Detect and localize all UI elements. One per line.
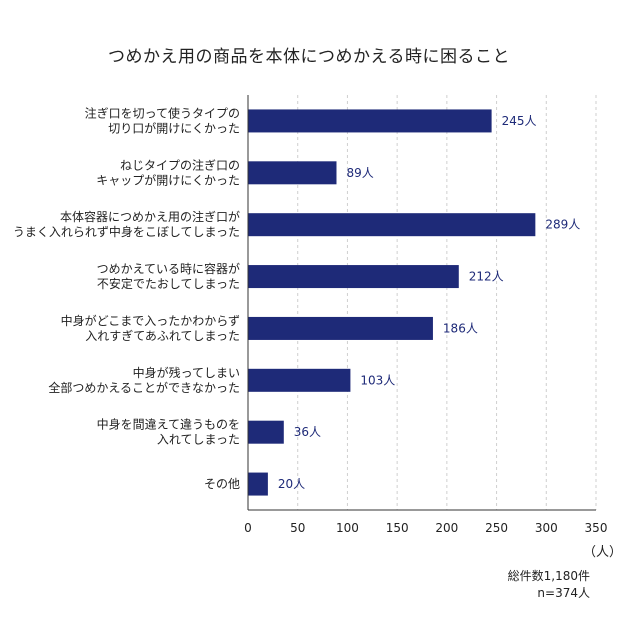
data-label: 289人 bbox=[545, 218, 580, 232]
data-label: 212人 bbox=[469, 270, 504, 284]
category-labels: 注ぎ口を切って使うタイプの切り口が開けにくかったねじタイプの注ぎ口のキャップが開… bbox=[13, 105, 240, 491]
category-label: 全部つめかえることができなかった bbox=[48, 380, 240, 395]
x-tick-label: 250 bbox=[485, 521, 508, 535]
data-label: 89人 bbox=[346, 166, 373, 180]
bars: 245人 89人 289人 212人 186人 103人 36人 20人 bbox=[248, 109, 580, 496]
category-label: 本体容器につめかえ用の注ぎ口が bbox=[60, 209, 240, 224]
data-label: 20人 bbox=[278, 477, 305, 491]
data-label: 186人 bbox=[443, 321, 478, 335]
axes bbox=[247, 95, 596, 511]
data-label: 103人 bbox=[360, 373, 395, 387]
x-tick-label: 300 bbox=[535, 521, 558, 535]
tick-labels: 0 50 100 150 200 250 300 350 bbox=[244, 521, 607, 535]
category-label: ねじタイプの注ぎ口の bbox=[120, 157, 240, 172]
category-label: うまく入れられず中身をこぼしてしまった bbox=[13, 224, 240, 239]
bar bbox=[248, 472, 268, 496]
bar bbox=[248, 316, 433, 340]
bar bbox=[248, 265, 459, 289]
x-tick-label: 100 bbox=[336, 521, 359, 535]
data-label: 36人 bbox=[294, 425, 321, 439]
category-label: 入れてしまった bbox=[157, 433, 240, 447]
category-label: 入れすぎてあふれてしまった bbox=[85, 329, 240, 343]
data-label: 245人 bbox=[502, 114, 537, 128]
bar bbox=[248, 109, 492, 133]
bar bbox=[248, 368, 351, 392]
category-label: 不安定でたおしてしまった bbox=[97, 276, 240, 291]
category-label: キャップが開けにくかった bbox=[96, 172, 240, 187]
category-label: 中身がどこまで入ったかわからず bbox=[61, 313, 240, 328]
category-label: 中身が残ってしまい bbox=[133, 365, 240, 380]
total-count: 総件数1,180件 bbox=[507, 569, 590, 583]
category-label: その他 bbox=[204, 477, 240, 491]
category-label: 中身を間違えて違うものを bbox=[97, 417, 240, 432]
x-tick-label: 50 bbox=[290, 521, 305, 535]
category-label: 注ぎ口を切って使うタイプの bbox=[85, 105, 240, 120]
x-unit-label: （人） bbox=[583, 545, 618, 560]
chart-title: つめかえ用の商品を本体につめかえる時に困ること bbox=[108, 47, 510, 67]
x-tick-label: 200 bbox=[435, 521, 458, 535]
bar bbox=[248, 161, 337, 185]
category-label: 切り口が開けにくかった bbox=[108, 120, 240, 135]
x-tick-label: 150 bbox=[386, 521, 409, 535]
category-label: つめかえている時に容器が bbox=[97, 261, 240, 276]
x-tick-label: 0 bbox=[244, 521, 252, 535]
grid-lines bbox=[297, 95, 597, 510]
bar bbox=[248, 420, 284, 444]
x-tick-label: 350 bbox=[585, 521, 608, 535]
bar bbox=[248, 213, 536, 237]
total-note: 総件数1,180件 n=374人 bbox=[470, 568, 590, 602]
sample-size: n=374人 bbox=[537, 586, 590, 600]
